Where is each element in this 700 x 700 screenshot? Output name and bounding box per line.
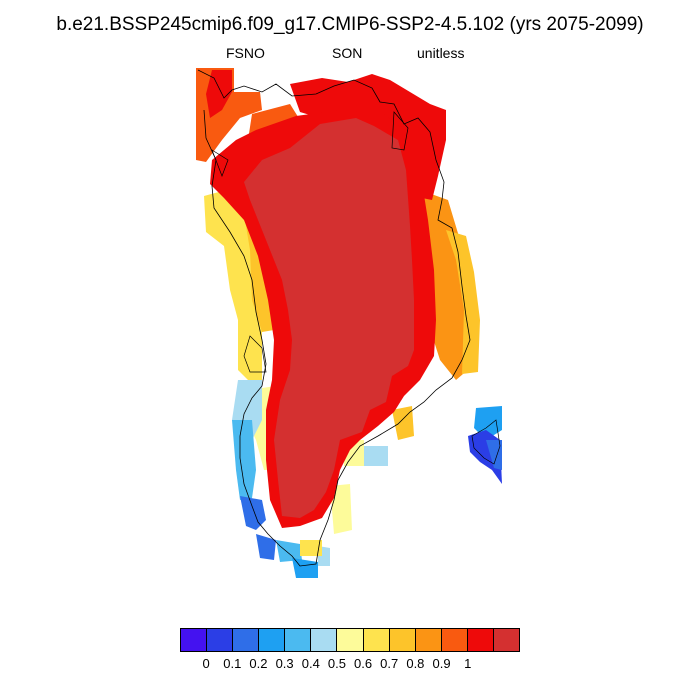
colorbar-tick-label: 0.4 [301, 656, 320, 671]
colorbar-cell [389, 629, 416, 651]
colorbar-tick-label: 0.9 [432, 656, 451, 671]
colorbar-tick-label: 0.8 [406, 656, 425, 671]
colorbar-tick-label: 0.1 [223, 656, 242, 671]
west-margin-orange [224, 180, 274, 332]
south-tip-blue [292, 558, 318, 578]
coastline [197, 69, 471, 567]
colorbar-cell [363, 629, 390, 651]
colorbar-cell [337, 629, 364, 651]
colorbar-tick-label: 0 [202, 656, 210, 671]
colorbar-cell [311, 629, 338, 651]
colorbar-cell [441, 629, 468, 651]
colorbar-cell [207, 629, 234, 651]
east-blue-mid [486, 440, 502, 470]
east-margin-lightblue [360, 446, 388, 466]
variable-label: FSNO [226, 45, 265, 61]
coastal-cells [196, 68, 480, 578]
southeast-orange [392, 406, 414, 440]
colorbar-cell [285, 629, 312, 651]
colorbar-tick-label: 0.7 [380, 656, 399, 671]
east-blue-light [474, 406, 502, 440]
colorbar-tick-label: 1 [464, 656, 472, 671]
nw-land-inner [206, 70, 232, 118]
colorbar [180, 628, 520, 652]
colorbar-tick-label: 0.6 [354, 656, 373, 671]
colorbar-cell [259, 629, 286, 651]
colorbar-cell [233, 629, 260, 651]
south-yellow [300, 540, 322, 556]
colorbar-tick-label: 0.3 [275, 656, 294, 671]
east-blue-patch [468, 406, 502, 484]
sw-blue-dark [240, 496, 266, 530]
south-light-yellow [330, 484, 352, 534]
map-title: b.e21.BSSP245cmip6.f09_g17.CMIP6-SSP2-4.… [56, 14, 644, 35]
units-label: unitless [417, 45, 465, 61]
interior-dark-red [244, 118, 414, 518]
colorbar-cell [181, 629, 208, 651]
colorbar-tick-label: 0.2 [249, 656, 268, 671]
colorbar-tick-label: 0.5 [327, 656, 346, 671]
colorbar-cell [415, 629, 442, 651]
colorbar-cell [493, 629, 520, 651]
coastline-inner [211, 111, 409, 373]
sw-blue-dark2 [256, 534, 276, 560]
east-island-outline [471, 419, 501, 465]
ne-margin-red [290, 74, 446, 200]
east-margin-yellow [446, 230, 480, 374]
colorbar-cell [467, 629, 494, 651]
west-margin-yellow [204, 190, 262, 384]
season-label: SON [332, 45, 363, 61]
sw-blue-mid [232, 420, 256, 500]
sw-blue-3 [276, 540, 302, 562]
